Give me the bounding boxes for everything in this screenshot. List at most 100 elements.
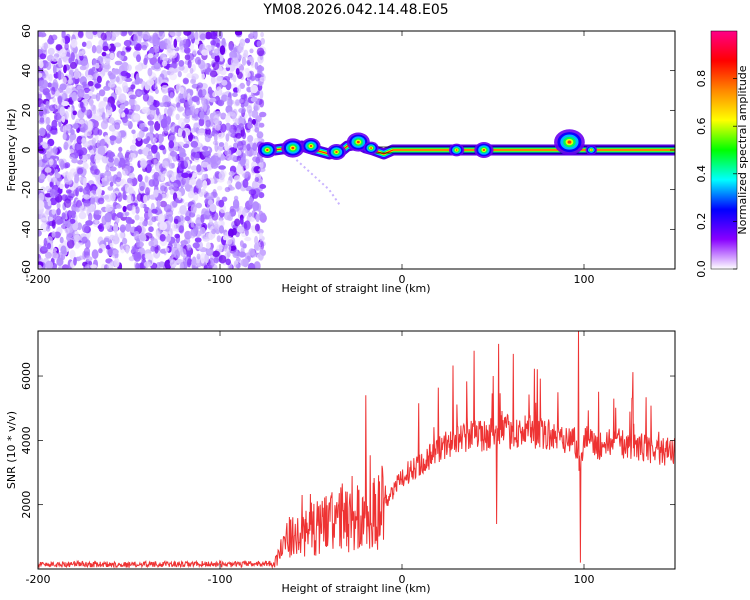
noise-speck bbox=[61, 31, 66, 40]
noise-speck bbox=[180, 248, 187, 257]
noise-speck bbox=[56, 208, 61, 216]
noise-speck bbox=[121, 31, 127, 36]
noise-speck bbox=[74, 58, 79, 67]
noise-speck bbox=[177, 191, 182, 201]
noise-speck bbox=[260, 31, 264, 38]
noise-speck bbox=[243, 220, 251, 231]
noise-speck bbox=[47, 199, 52, 207]
noise-speck bbox=[211, 228, 217, 235]
noise-speck bbox=[177, 70, 182, 78]
noise-speck bbox=[38, 200, 45, 210]
noise-speck bbox=[224, 186, 231, 193]
noise-speck bbox=[78, 205, 86, 213]
noise-speck bbox=[214, 119, 221, 126]
noise-speck bbox=[155, 230, 161, 241]
noise-speck bbox=[131, 129, 136, 135]
noise-speck bbox=[204, 134, 211, 143]
noise-speck bbox=[190, 204, 197, 214]
noise-speck bbox=[83, 194, 91, 200]
noise-speck bbox=[193, 109, 199, 115]
noise-speck bbox=[218, 225, 225, 234]
noise-speck bbox=[188, 173, 193, 178]
noise-speck bbox=[168, 162, 175, 169]
noise-speck bbox=[242, 172, 249, 179]
noise-speck bbox=[256, 131, 264, 139]
noise-speck bbox=[218, 199, 225, 208]
noise-speck bbox=[140, 160, 148, 167]
y-tick-label: -20 bbox=[20, 181, 33, 199]
noise-speck bbox=[57, 96, 63, 105]
noise-speck bbox=[187, 191, 195, 199]
noise-speck bbox=[201, 73, 206, 80]
noise-speck bbox=[135, 206, 140, 214]
noise-speck bbox=[202, 180, 208, 189]
noise-speck bbox=[251, 110, 259, 118]
noise-speck bbox=[133, 33, 139, 43]
noise-speck bbox=[125, 245, 130, 254]
noise-speck bbox=[101, 51, 107, 57]
noise-speck bbox=[175, 83, 182, 91]
noise-speck bbox=[238, 107, 247, 114]
noise-speck bbox=[74, 142, 82, 152]
noise-speck bbox=[78, 51, 84, 57]
noise-speck bbox=[163, 101, 171, 108]
noise-speck bbox=[234, 218, 241, 227]
noise-speck bbox=[214, 133, 218, 143]
noise-speck bbox=[133, 231, 140, 240]
noise-speck bbox=[39, 173, 46, 180]
noise-speck bbox=[94, 115, 103, 121]
noise-speck bbox=[209, 31, 216, 40]
noise-speck bbox=[211, 211, 219, 221]
noise-speck bbox=[184, 112, 191, 119]
noise-speck bbox=[201, 49, 209, 56]
noise-speck bbox=[189, 67, 194, 74]
noise-speck bbox=[136, 237, 141, 248]
noise-speck bbox=[99, 172, 106, 178]
noise-speck bbox=[114, 232, 119, 242]
noise-speck bbox=[199, 33, 207, 41]
noise-speck bbox=[210, 75, 216, 85]
snr-y-ticks: 2000 4000 6000 bbox=[20, 362, 675, 519]
noise-speck bbox=[124, 108, 129, 115]
noise-speck bbox=[151, 216, 157, 223]
noise-speck bbox=[225, 133, 230, 142]
noise-speck bbox=[38, 31, 45, 36]
noise-speck bbox=[52, 146, 58, 154]
signal-blob bbox=[266, 149, 269, 151]
x-tick-label: 0 bbox=[399, 573, 406, 586]
noise-speck bbox=[115, 204, 122, 209]
noise-speck bbox=[254, 223, 260, 232]
noise-speck bbox=[232, 92, 238, 98]
noise-speck bbox=[221, 79, 228, 86]
noise-speck bbox=[57, 70, 62, 81]
y-tick-label: 0 bbox=[20, 147, 33, 154]
noise-speck bbox=[256, 47, 265, 57]
noise-speck bbox=[94, 83, 101, 89]
noise-speck bbox=[198, 118, 205, 127]
noise-speck bbox=[70, 38, 78, 48]
noise-speck bbox=[45, 251, 52, 259]
noise-speck bbox=[141, 44, 147, 51]
noise-speck bbox=[179, 97, 186, 104]
noise-speck bbox=[64, 227, 70, 234]
noise-speck bbox=[193, 192, 199, 202]
noise-speck bbox=[67, 79, 73, 85]
noise-speck bbox=[92, 104, 97, 115]
noise-speck bbox=[192, 172, 198, 178]
noise-speck bbox=[183, 31, 192, 36]
noise-speck bbox=[149, 109, 156, 118]
noise-speck bbox=[38, 159, 43, 167]
noise-speck bbox=[198, 89, 204, 98]
noise-speck bbox=[214, 123, 221, 131]
noise-speck bbox=[233, 142, 239, 149]
noise-speck bbox=[64, 110, 69, 120]
noise-speck bbox=[91, 45, 97, 54]
noise-speck bbox=[124, 211, 130, 216]
noise-speck bbox=[69, 249, 76, 260]
noise-speck bbox=[195, 202, 202, 209]
noise-speck bbox=[143, 194, 148, 204]
noise-speck bbox=[83, 247, 91, 256]
noise-speck bbox=[104, 207, 113, 213]
noise-speck bbox=[242, 57, 247, 66]
noise-speck bbox=[38, 127, 46, 137]
